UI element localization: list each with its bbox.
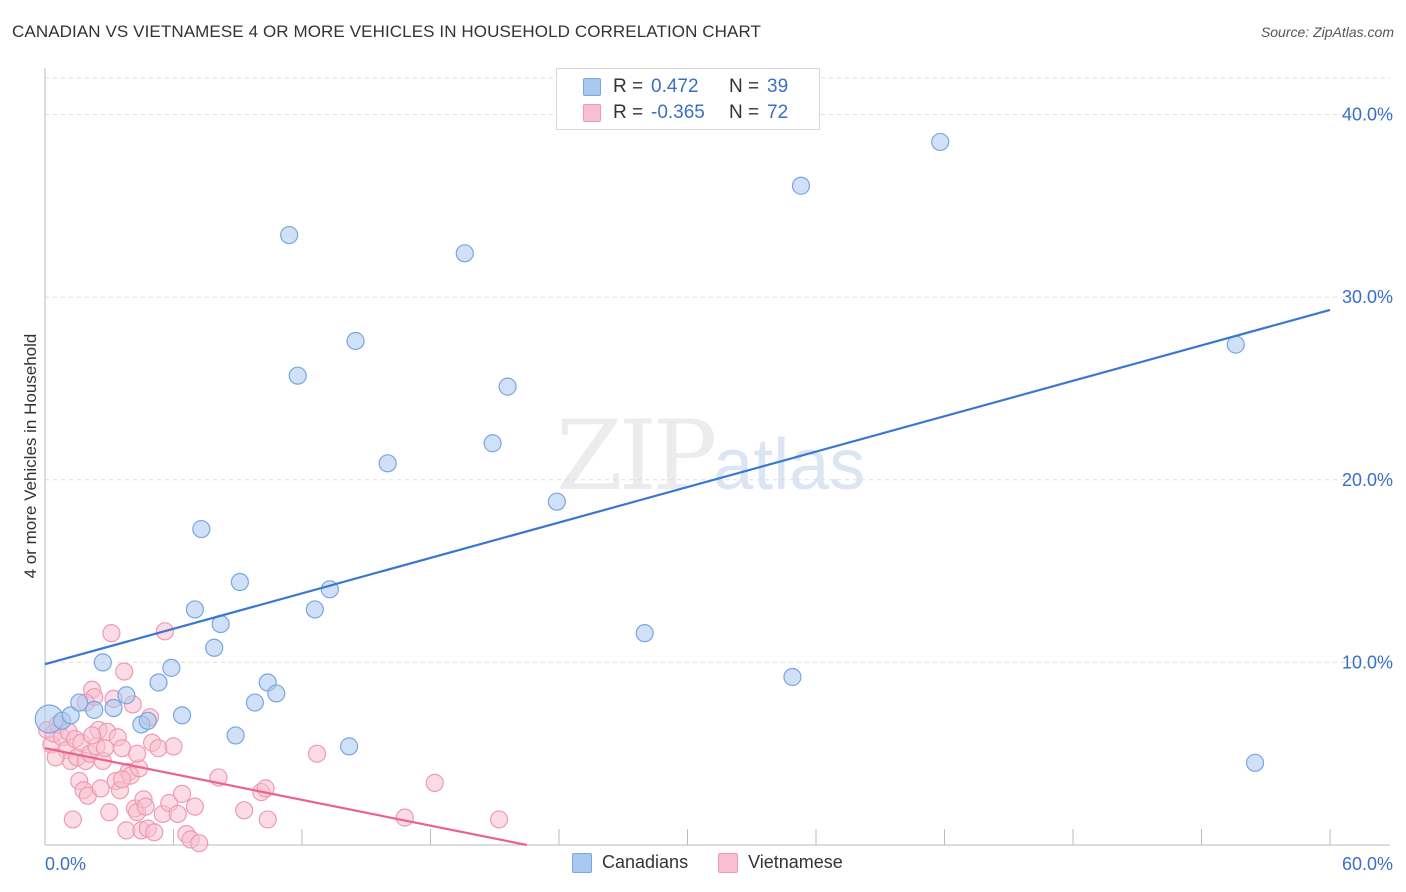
canadians-trend-line (44, 308, 1331, 666)
watermark-zip: ZIP (556, 400, 717, 512)
y-tick-label: 10.0% (1342, 652, 1393, 672)
watermark-atlas: atlas (713, 425, 866, 505)
n-label: N = (729, 102, 760, 123)
vietnamese-point (149, 739, 168, 758)
y-tick-label: 30.0% (1342, 287, 1393, 307)
canadians-point (149, 673, 168, 692)
trend-lines (44, 308, 1331, 847)
vietnamese-trend-line (44, 747, 528, 847)
canadians-point (185, 600, 205, 619)
canadians-point (783, 667, 802, 687)
vietnamese-point (164, 737, 183, 756)
axes (44, 68, 1390, 846)
canadians-point (117, 686, 136, 705)
vietnamese-point (172, 784, 192, 803)
x-tick-label: 60.0% (1342, 854, 1393, 874)
legend-row-vietnamese: R = -0.365 N = 72 (583, 101, 788, 125)
vietnamese-point (395, 808, 414, 827)
vietnamese-swatch (583, 104, 601, 122)
n-value: 39 (767, 76, 789, 97)
legend-label-vietnamese: Vietnamese (748, 852, 843, 872)
canadians-point (61, 706, 80, 725)
vietnamese-point (489, 810, 509, 829)
canadians-point (378, 454, 397, 473)
canadians-point (346, 331, 365, 351)
y-axis-label: 4 or more Vehicles in Household (21, 334, 40, 579)
canadians-point (104, 698, 123, 718)
source-label: Source: ZipAtlas.com (1260, 24, 1394, 40)
canadians-point (205, 638, 224, 657)
canadians-point (280, 225, 299, 245)
canadians-point (547, 492, 566, 511)
vietnamese-point (91, 779, 110, 798)
canadians-swatch (572, 852, 592, 873)
legend-item-vietnamese[interactable]: Vietnamese (718, 852, 843, 873)
r-value: 0.472 (651, 76, 699, 97)
n-label: N = (729, 76, 760, 97)
data-points (34, 132, 1265, 853)
r-value: -0.365 (651, 102, 705, 123)
canadians-point (172, 706, 192, 725)
canadians-point (931, 132, 950, 152)
series-legend: Canadians Vietnamese (572, 852, 873, 873)
n-value: 72 (767, 102, 789, 123)
vietnamese-swatch (718, 852, 739, 873)
vietnamese-point (168, 804, 187, 824)
y-tick-label: 20.0% (1342, 470, 1393, 490)
legend-label-canadians: Canadians (602, 852, 689, 872)
canadians-point (791, 176, 811, 195)
canadians-point (498, 377, 517, 396)
canadians-point (340, 737, 359, 756)
vietnamese-point (258, 810, 277, 829)
canadians-point (288, 366, 307, 385)
watermark: ZIPatlas (556, 400, 865, 512)
canadians-point (226, 726, 245, 745)
r-label: R = (613, 76, 644, 97)
vietnamese-point (46, 748, 65, 767)
canadians-point (245, 693, 264, 712)
vietnamese-point (425, 773, 444, 793)
canadians-point (85, 700, 104, 719)
canadians-point (305, 600, 324, 619)
r-label: R = (613, 102, 644, 123)
x-tick-label: 0.0% (45, 854, 86, 874)
vietnamese-point (112, 770, 132, 789)
grid (45, 77, 1390, 663)
vietnamese-point (83, 726, 102, 745)
y-tick-label: 40.0% (1342, 105, 1393, 125)
vietnamese-point (145, 823, 164, 842)
vietnamese-point (190, 834, 209, 853)
canadians-point (162, 658, 181, 677)
canadians-point (70, 693, 89, 712)
vietnamese-point (185, 797, 205, 816)
canadians-point (635, 624, 654, 643)
chart-title: CANADIAN VS VIETNAMESE 4 OR MORE VEHICLE… (12, 22, 762, 41)
vietnamese-point (63, 810, 82, 829)
canadians-point (230, 572, 249, 592)
vietnamese-point (100, 803, 119, 822)
canadians-swatch (583, 78, 601, 96)
canadians-point (192, 519, 211, 539)
axis-labels: 10.0% 20.0% 30.0% 40.0% 0.0% 60.0% 4 or more V… (21, 105, 1393, 874)
correlation-legend: R = 0.472 N = 39 R = -0.365 N = 72 (556, 68, 820, 130)
vietnamese-point (235, 801, 254, 820)
canadians-point (138, 711, 157, 730)
vietnamese-point (102, 624, 121, 643)
legend-row-canadians: R = 0.472 N = 39 (583, 75, 788, 99)
vietnamese-point (136, 797, 155, 816)
canadians-point (483, 434, 502, 453)
legend-item-canadians[interactable]: Canadians (572, 852, 688, 873)
vietnamese-point (307, 744, 327, 763)
canadians-point (1245, 753, 1265, 772)
canadians-point (455, 244, 474, 263)
vietnamese-point (115, 662, 134, 681)
vietnamese-point (127, 744, 147, 763)
canadians-point (93, 653, 112, 672)
canadians-point (267, 684, 286, 703)
